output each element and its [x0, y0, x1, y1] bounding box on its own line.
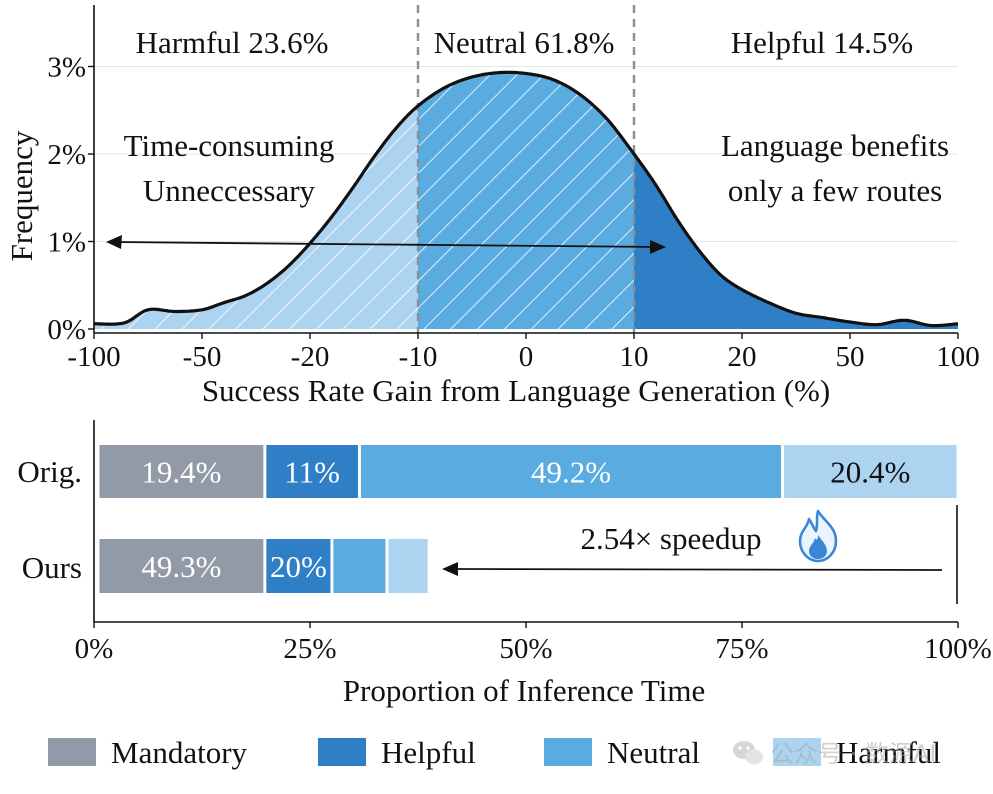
bar-segment-ours-mandatory [99, 539, 264, 593]
top-region-fills [94, 72, 958, 330]
bar-segment-orig-mandatory [99, 445, 264, 498]
legend-swatch-mandatory [48, 738, 96, 766]
x-tick-label: -10 [399, 341, 438, 373]
bar-segment-label: 20.4% [830, 455, 910, 490]
bar-value-labels: 19.4% 11% 49.2% 20.4% 49.3% 20% [141, 455, 910, 585]
y-tick-label: 1% [47, 227, 86, 259]
legend-label-helpful: Helpful [381, 735, 476, 770]
bar-segment-ours-neutral [333, 539, 386, 593]
bar-segment-label: 49.2% [531, 455, 611, 490]
region-label-neutral: Neutral 61.8% [434, 25, 615, 60]
bottom-x-axis-label: Proportion of Inference Time [343, 673, 705, 708]
x-tick-label: -50 [183, 341, 222, 373]
x-tick-label: -20 [291, 341, 330, 373]
fire-icon [798, 509, 838, 563]
bottom-x-tick-label: 75% [715, 633, 768, 665]
y-tick-label: 2% [47, 139, 86, 171]
span-double-arrow [106, 235, 666, 254]
top-x-axis-label: Success Rate Gain from Language Generati… [202, 373, 830, 408]
neutral-region-fill-hatch [418, 72, 634, 330]
bottom-x-tick-label: 25% [283, 633, 336, 665]
inference-time-chart: 19.4% 11% 49.2% 20.4% 49.3% 20% 0% 25% 50% 75% 10… [17, 420, 992, 708]
bar-segment-label: 19.4% [141, 455, 221, 490]
legend: Mandatory Helpful Neutral Harmful [48, 735, 941, 770]
density-curve [93, 70, 959, 328]
watermark: 公众号 · 数源AI [733, 740, 936, 768]
bar-segment-ours-helpful [266, 539, 331, 593]
helpful-region-fill [634, 154, 958, 329]
bar-segment-label: 11% [284, 455, 340, 490]
threshold-lines [416, 5, 636, 333]
x-tick-label: 50 [836, 341, 865, 373]
annotation-left-line2: Unneccessary [143, 173, 316, 208]
harmful-region-fill-hatch [94, 105, 418, 330]
legend-label-mandatory: Mandatory [111, 735, 248, 770]
category-label-ours: Ours [22, 550, 82, 585]
bar-segment-label: 49.3% [141, 549, 221, 584]
x-tick-label: 100 [936, 341, 980, 373]
frequency-distribution-chart: 0%1%2%3% -100 -50 -20 -10 0 10 20 50 100 Harmful… [4, 5, 980, 408]
category-label-orig: Orig. [17, 454, 82, 489]
bar-segment-orig-neutral [360, 445, 782, 498]
region-label-harmful: Harmful 23.6% [136, 25, 329, 60]
y-tick-label: 3% [47, 52, 86, 84]
stacked-bars [99, 445, 957, 593]
bar-segment-ours-harmful [388, 539, 428, 593]
bar-segment-orig-helpful [266, 445, 358, 498]
legend-swatch-helpful [318, 738, 366, 766]
x-tick-label: 0 [519, 341, 534, 373]
speedup-arrow [442, 562, 943, 576]
top-x-ticks: -100 -50 -20 -10 0 10 20 50 100 [67, 333, 980, 373]
watermark-text: 公众号 · 数源AI [770, 740, 936, 768]
bar-segment-orig-harmful [784, 445, 957, 498]
legend-swatch-neutral [544, 738, 592, 766]
region-label-helpful: Helpful 14.5% [731, 25, 914, 60]
x-tick-label: 20 [728, 341, 757, 373]
top-y-ticks: 0% 1% 2% 3% [47, 52, 94, 346]
x-tick-label: 10 [620, 341, 649, 373]
annotation-left-line1: Time-consuming [124, 128, 335, 163]
annotation-right-line2: only a few routes [728, 173, 942, 208]
bottom-x-tick-label: 50% [499, 633, 552, 665]
legend-label-harmful: Harmful [836, 735, 941, 770]
y-tick-label: 0% [47, 314, 86, 346]
bottom-x-ticks: 0% 25% 50% 75% 100% [75, 622, 992, 665]
x-tick-label: -100 [67, 341, 120, 373]
bar-segment-label: 20% [270, 549, 327, 584]
bottom-x-tick-label: 0% [75, 633, 114, 665]
speedup-label: 2.54× speedup [580, 521, 761, 556]
wechat-icon [733, 741, 763, 765]
bottom-x-tick-label: 100% [924, 633, 992, 665]
legend-label-neutral: Neutral [607, 735, 700, 770]
legend-swatch-harmful [773, 738, 821, 766]
annotation-right-line1: Language benefits [721, 128, 949, 163]
top-y-axis-label: Frequency [4, 130, 39, 261]
